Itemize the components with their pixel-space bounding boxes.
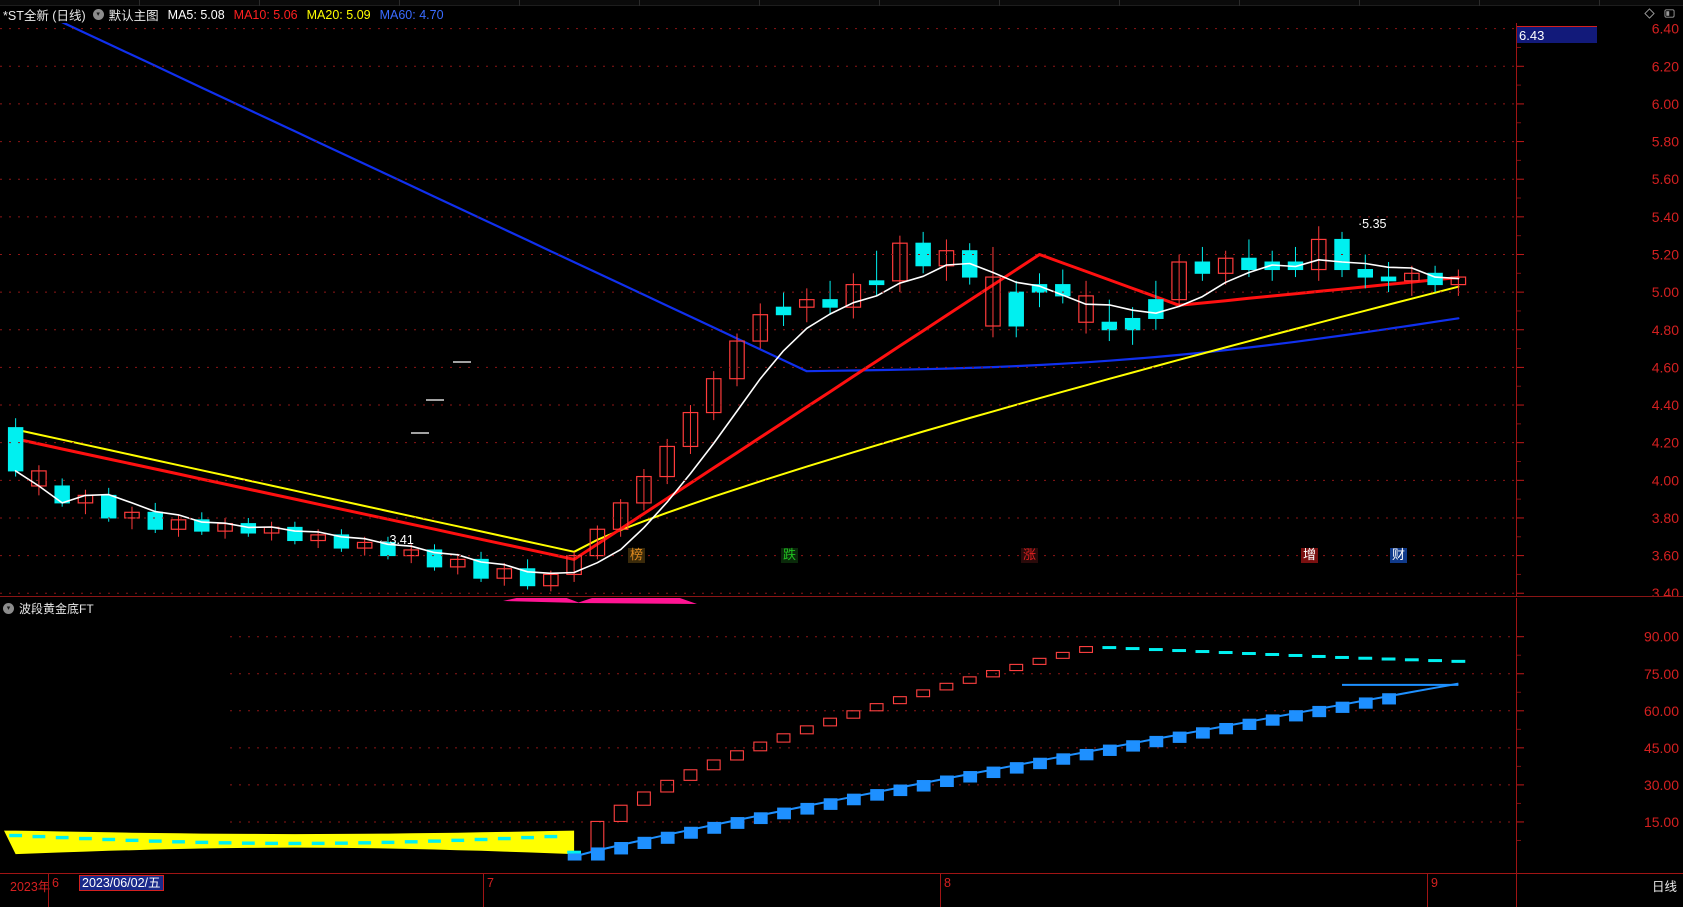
price-axis-label: 5.00 (1652, 284, 1679, 300)
current-price-tag: 6.43 (1517, 26, 1597, 43)
price-axis-label: 5.80 (1652, 134, 1679, 150)
price-axis: 6.40 6.20 6.00 5.80 5.60 5.40 5.20 5.00 4.80 4.60… (1516, 23, 1683, 597)
chevron-down-icon[interactable]: ▾ (3, 603, 14, 614)
time-axis-divider (483, 873, 484, 907)
indicator-peak-marker (503, 598, 580, 603)
time-axis[interactable]: 2023年 6 7 8 9 2023/06/02/五 日线 (0, 873, 1683, 907)
trading-chart-window: *ST全新 (日线) ▾ 默认主图 MA5: 5.08 MA10: 5.06 M… (0, 0, 1683, 907)
low-price-annotation: ←3.41 (377, 533, 414, 547)
chart-template-label[interactable]: 默认主图 (109, 5, 159, 24)
indicator-axis: 90.00 75.00 60.00 45.00 30.00 15.00 (1516, 598, 1683, 873)
indicator-axis-label: 15.00 (1644, 814, 1679, 830)
ma5-readout: MA5: 5.08 (168, 8, 225, 22)
panel-toggle-icon[interactable] (1664, 8, 1675, 19)
pane-divider (0, 596, 1683, 597)
high-price-annotation: ·5.35 (1358, 217, 1387, 231)
indicator-axis-label: 45.00 (1644, 740, 1679, 756)
time-axis-divider (1427, 873, 1428, 907)
time-axis-divider (1516, 873, 1517, 907)
price-axis-label: 6.20 (1652, 58, 1679, 74)
price-axis-label: 6.40 (1652, 23, 1679, 37)
price-axis-label: 3.80 (1652, 510, 1679, 526)
indicator-axis-label: 75.00 (1644, 666, 1679, 682)
indicator-axis-label: 90.00 (1644, 629, 1679, 645)
selected-date-chip[interactable]: 2023/06/02/五 (79, 875, 164, 891)
indicator-pane[interactable] (0, 598, 1516, 873)
chevron-down-icon[interactable]: ▾ (93, 9, 104, 20)
indicator-canvas (0, 598, 1516, 873)
period-label[interactable]: 日线 (1652, 876, 1677, 895)
time-axis-tick-8: 8 (944, 876, 951, 890)
price-axis-label: 5.20 (1652, 246, 1679, 262)
watermark-char: 增 (1301, 548, 1318, 563)
time-axis-tick-7: 7 (487, 876, 494, 890)
price-axis-label: 3.60 (1652, 548, 1679, 564)
header-icon-group (1644, 8, 1675, 19)
price-axis-label: 4.40 (1652, 397, 1679, 413)
price-axis-label: 4.20 (1652, 435, 1679, 451)
symbol-label: *ST全新 (日线) (3, 5, 86, 24)
indicator-name-label[interactable]: 波段黄金底FT (19, 600, 94, 617)
price-axis-label: 5.40 (1652, 209, 1679, 225)
price-axis-label: 4.00 (1652, 472, 1679, 488)
time-axis-tick-9: 9 (1431, 876, 1438, 890)
indicator-axis-label: 60.00 (1644, 703, 1679, 719)
ma60-readout: MA60: 4.70 (380, 8, 444, 22)
watermark-char: 涨 (1021, 548, 1038, 563)
price-axis-label: 4.80 (1652, 322, 1679, 338)
diamond-icon[interactable] (1644, 8, 1655, 19)
chart-header: *ST全新 (日线) ▾ 默认主图 MA5: 5.08 MA10: 5.06 M… (0, 6, 1683, 23)
indicator-peak-marker (577, 598, 697, 604)
watermark-char: 跌 (781, 548, 798, 563)
time-axis-divider (48, 873, 49, 907)
watermark-char: 财 (1390, 548, 1407, 563)
time-axis-divider (940, 873, 941, 907)
indicator-axis-label: 30.00 (1644, 777, 1679, 793)
indicator-title-group: ▾ 波段黄金底FT (3, 600, 94, 617)
watermark-char: 榜 (628, 548, 645, 563)
price-axis-label: 4.60 (1652, 359, 1679, 375)
price-axis-label: 5.60 (1652, 171, 1679, 187)
ma20-readout: MA20: 5.09 (307, 8, 371, 22)
price-gridlines (0, 23, 1516, 597)
ma10-readout: MA10: 5.06 (234, 8, 298, 22)
time-axis-year: 2023年 (10, 876, 50, 895)
time-axis-tick-6: 6 (52, 876, 59, 890)
price-axis-label: 6.00 (1652, 96, 1679, 112)
